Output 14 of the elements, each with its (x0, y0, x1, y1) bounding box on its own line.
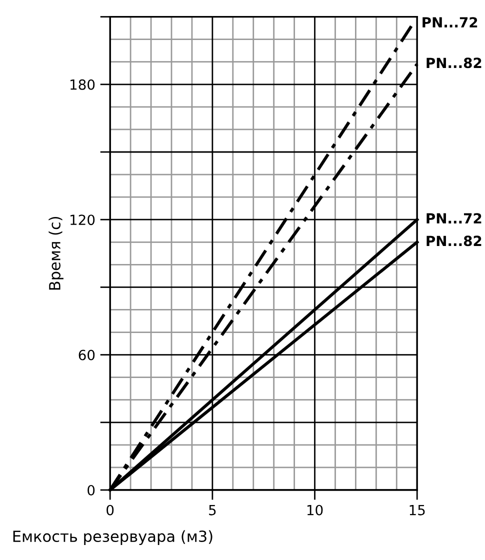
x-tick-label: 5 (209, 505, 216, 516)
y-tick-label: 60 (78, 350, 95, 360)
x-tick-label: 15 (410, 505, 425, 516)
series-label: PN...82 (426, 236, 482, 246)
y-axis-title: Время (с) (48, 216, 64, 290)
y-tick-label: 180 (70, 79, 95, 90)
y-tick-label: 0 (88, 484, 95, 496)
series-label: PN...72 (426, 213, 482, 224)
y-tick-label: 120 (70, 214, 95, 226)
series-label: PN...72 (422, 17, 478, 28)
x-tick-label: 10 (307, 504, 323, 516)
series-label: PN...82 (426, 58, 482, 68)
x-tick-label: 0 (106, 504, 114, 516)
x-axis-title: Емкость резервуара (м3) (13, 530, 212, 546)
